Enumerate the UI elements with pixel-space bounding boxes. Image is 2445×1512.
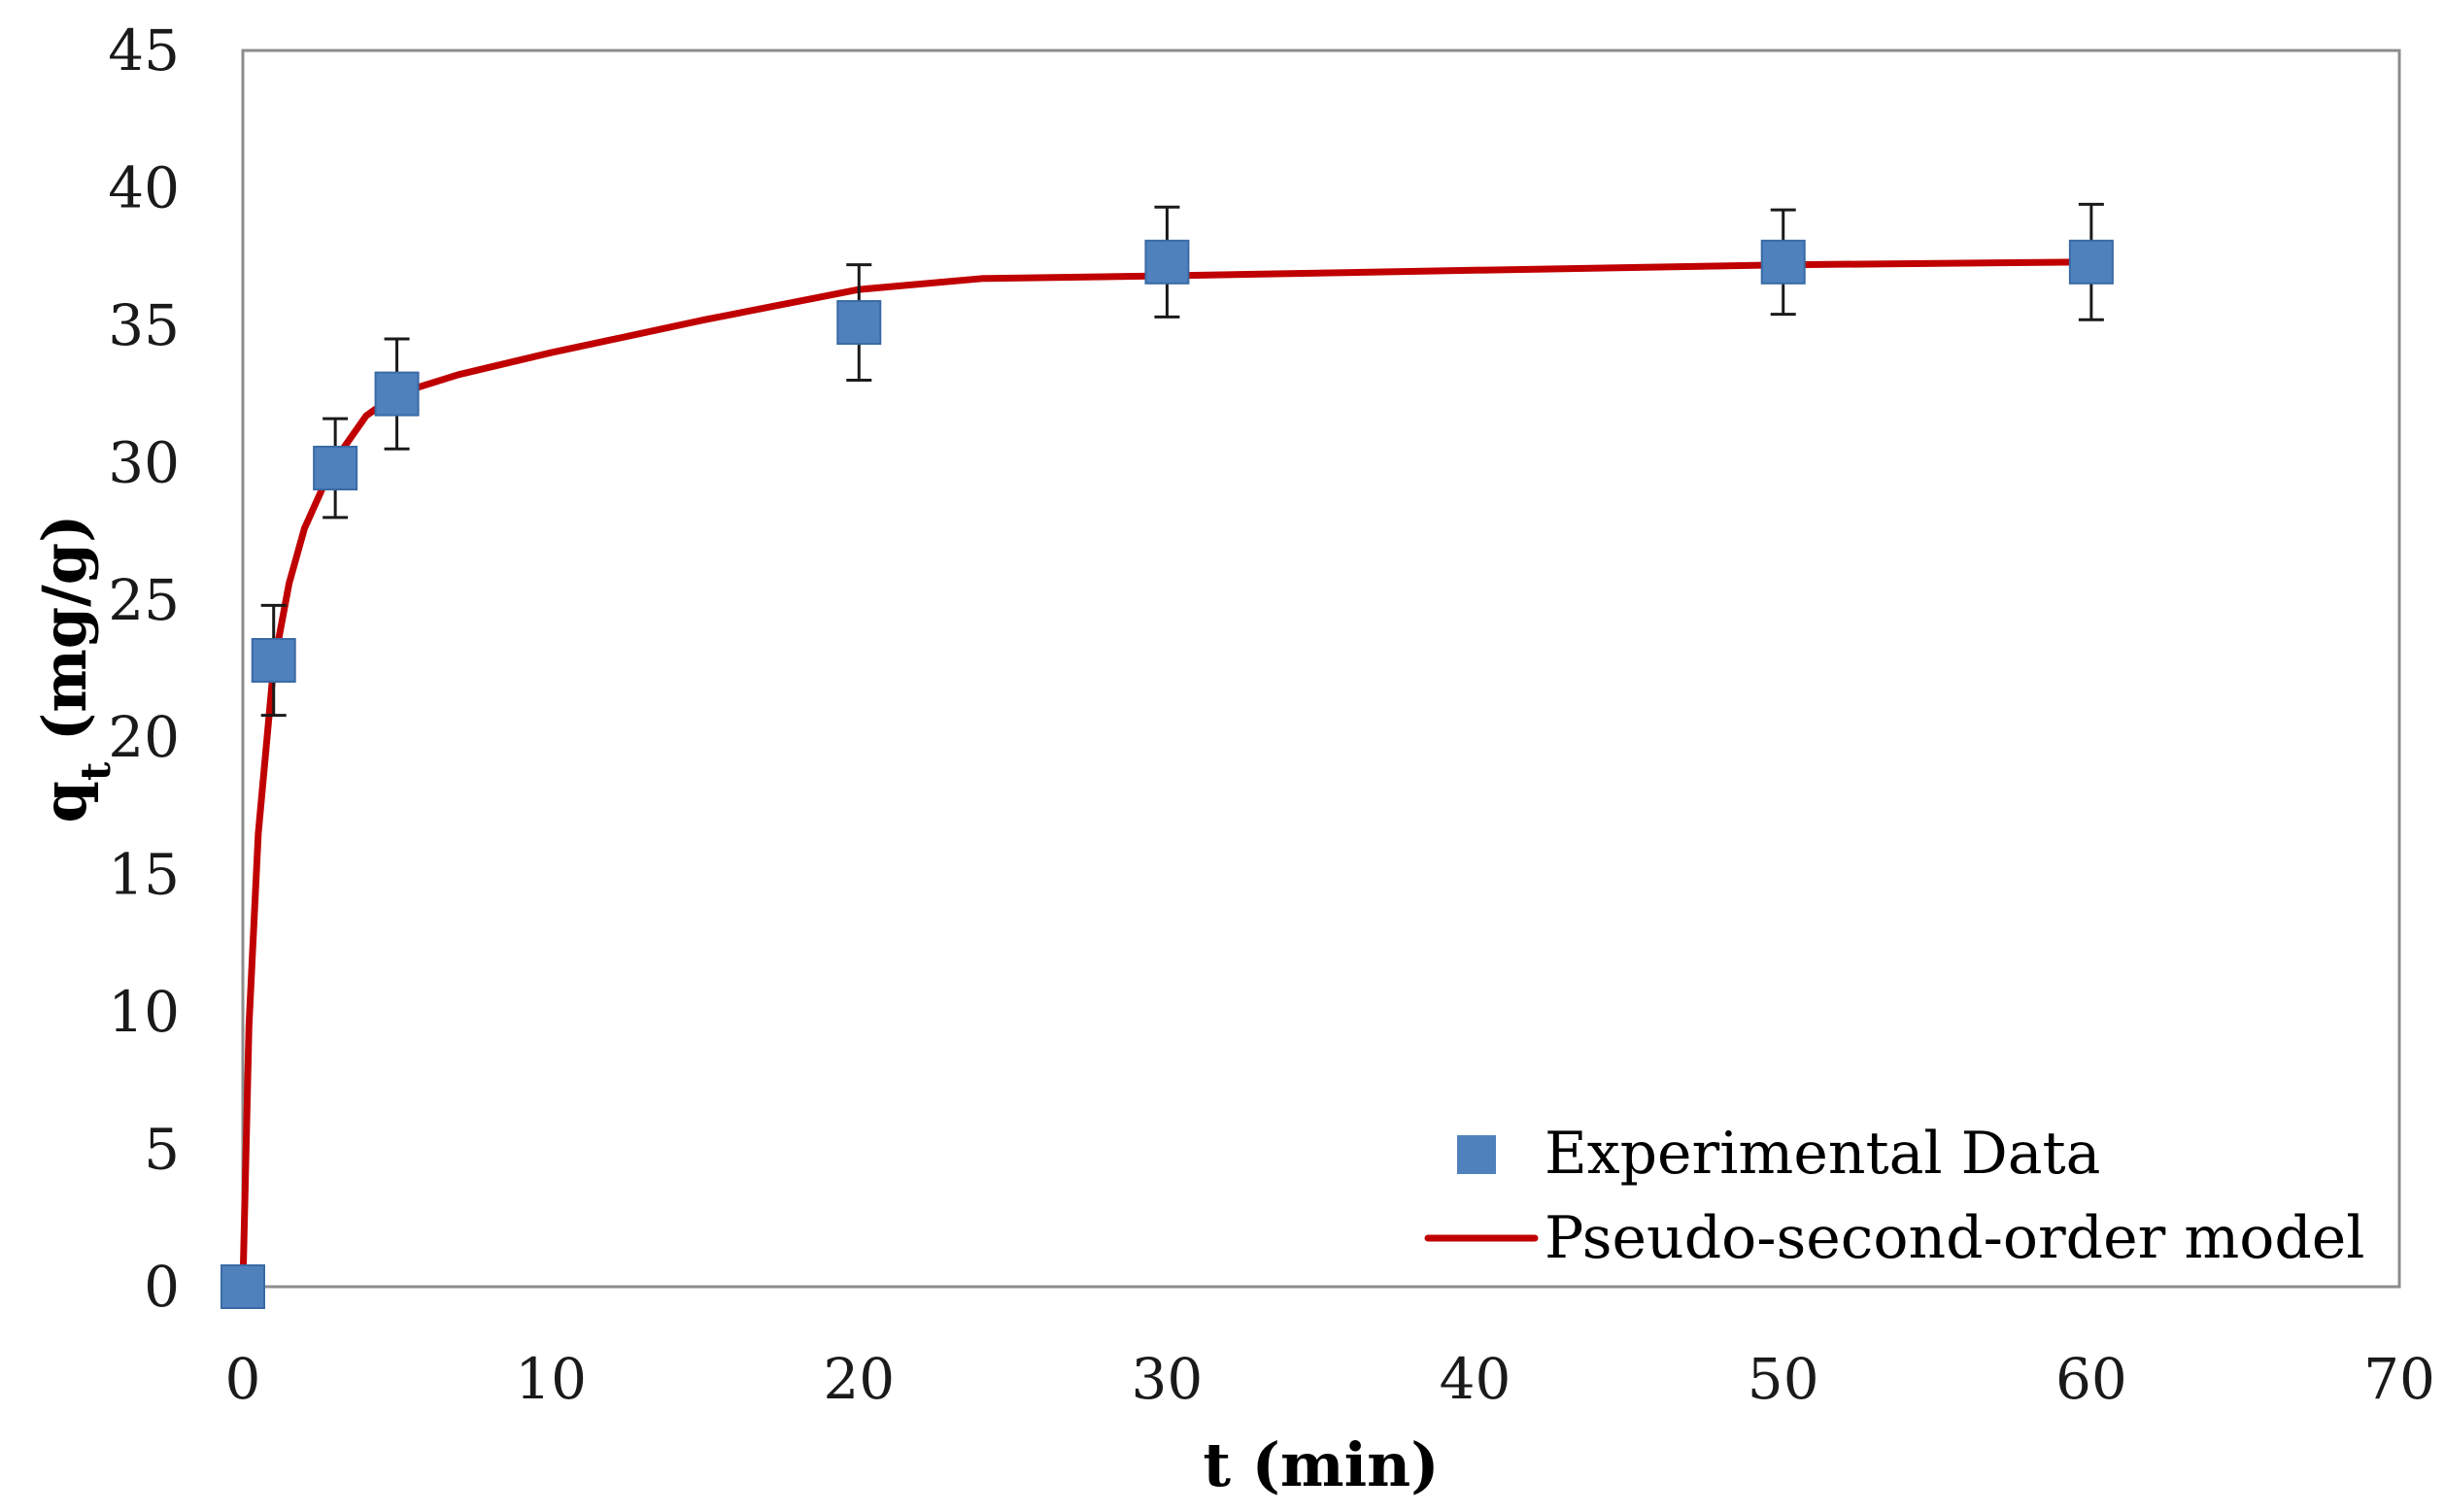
x-tick-label: 60 [2055,1346,2127,1412]
y-tick-label: 10 [108,979,180,1045]
y-axis-label-base: q [29,781,100,823]
y-tick-label: 5 [144,1117,180,1183]
y-tick-label: 0 [144,1254,180,1320]
y-axis-label: qt (mg/g) [29,515,119,823]
x-tick-label: 10 [515,1346,587,1412]
data-point [313,445,358,490]
data-point [221,1264,265,1309]
x-tick-label: 50 [1748,1346,1819,1412]
x-tick-label: 30 [1132,1346,1204,1412]
legend-label-model: Pseudo-second-order model [1545,1204,2364,1272]
x-tick-label: 20 [823,1346,895,1412]
data-point [374,371,420,417]
x-axis-label: t (min) [1203,1429,1439,1500]
y-tick-label: 25 [108,567,180,633]
y-tick-label: 20 [108,704,180,770]
y-axis-label-unit: (mg/g) [29,515,100,762]
x-tick-label: 0 [225,1346,261,1412]
plot-area-frame [241,49,2401,1289]
x-tick-label: 40 [1440,1346,1511,1412]
y-tick-label: 35 [108,292,180,358]
legend-label-experimental: Experimental Data [1545,1120,2100,1188]
y-tick-label: 45 [108,17,180,84]
y-axis-tick-labels: 0 5 10 15 20 25 30 35 40 45 [108,17,180,1320]
data-point [251,638,296,684]
data-point [1144,239,1190,285]
x-axis-tick-labels: 0 10 20 30 40 50 60 70 [225,1346,2435,1412]
model-curve [239,258,2095,1291]
model-curve-layer [239,258,2095,1291]
y-tick-label: 30 [108,429,180,495]
data-point [1760,239,1806,285]
legend-marker-experimental [1457,1135,1496,1174]
y-tick-label: 40 [108,154,180,220]
data-marker-layer [221,202,2114,1309]
y-tick-label: 15 [108,842,180,908]
data-point [2068,239,2114,285]
x-tick-label: 70 [2363,1346,2435,1412]
legend: Experimental Data Pseudo-second-order mo… [1424,1120,2364,1272]
data-point [836,300,882,346]
y-axis-label-subscript: t [72,761,119,781]
